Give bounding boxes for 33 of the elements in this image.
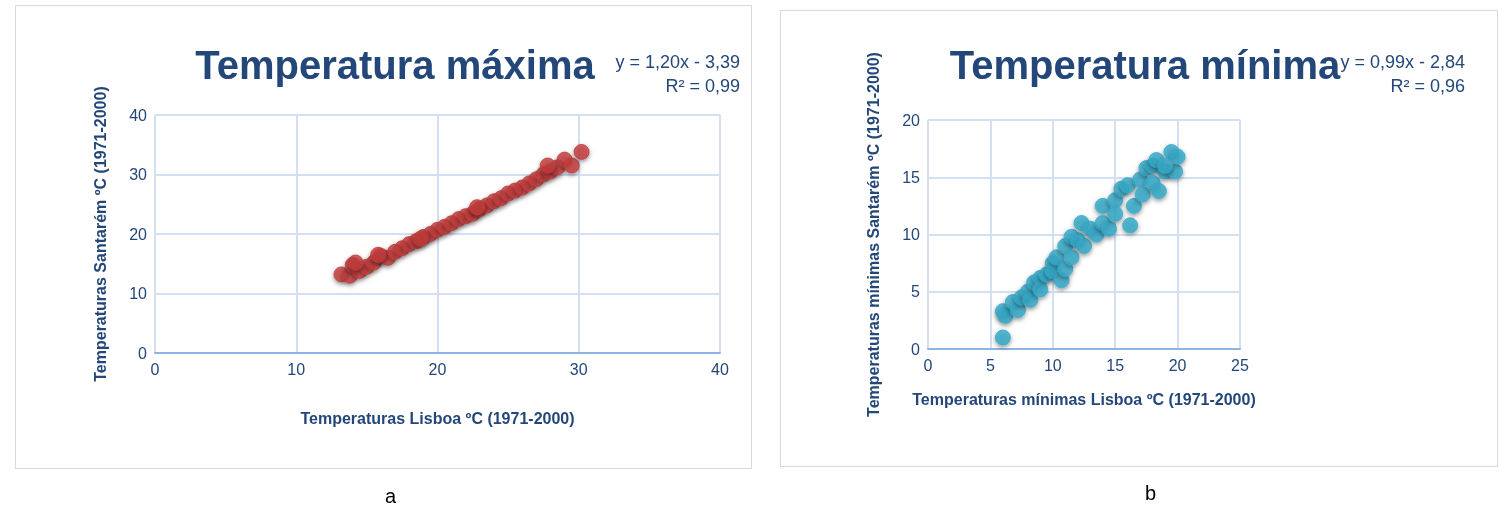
- y-tick-label: 0: [911, 340, 921, 358]
- y-tick-label: 30: [129, 166, 148, 183]
- x-tick-label: 25: [1231, 356, 1249, 374]
- text: a: [385, 485, 397, 507]
- text: y = 0,99x - 2,84: [1340, 52, 1465, 72]
- y-tick-label: 40: [129, 106, 148, 124]
- y-tick-label: 5: [911, 283, 921, 301]
- y-axis-title: Temperaturas Santarém ºC (1971-2000): [91, 86, 109, 382]
- x-tick-label: 0: [150, 360, 160, 378]
- x-tick-label: 5: [985, 356, 995, 374]
- chart-title: Temperatura mínima: [949, 43, 1341, 87]
- y-tick-label: 20: [902, 111, 921, 129]
- y-tick-label: 0: [138, 344, 148, 362]
- x-axis-title: Temperaturas mínimas Lisboa ºC (1971-2000): [912, 390, 1256, 408]
- text: R² = 0,96: [1390, 76, 1465, 96]
- y-tick-label: 20: [129, 225, 148, 243]
- x-tick-label: 20: [428, 360, 447, 378]
- x-tick-label: 10: [287, 360, 306, 378]
- x-tick-label: 0: [923, 356, 933, 374]
- y-tick-label: 15: [902, 168, 921, 186]
- text: R² = 0,99: [665, 76, 740, 96]
- x-tick-label: 15: [1106, 356, 1125, 374]
- x-axis-title: Temperaturas Lisboa ºC (1971-2000): [300, 409, 575, 427]
- x-tick-label: 10: [1043, 356, 1062, 374]
- y-tick-label: 10: [129, 285, 148, 302]
- chart-title: Temperatura máxima: [195, 43, 596, 87]
- text: b: [1145, 482, 1157, 504]
- text: y = 1,20x - 3,39: [615, 52, 740, 72]
- y-axis-title: Temperaturas mínimas Santarém ºC (1971-2000): [864, 52, 882, 417]
- x-tick-label: 30: [569, 360, 588, 378]
- y-tick-label: 10: [902, 226, 921, 243]
- x-tick-label: 40: [711, 360, 729, 378]
- x-tick-label: 20: [1168, 356, 1187, 374]
